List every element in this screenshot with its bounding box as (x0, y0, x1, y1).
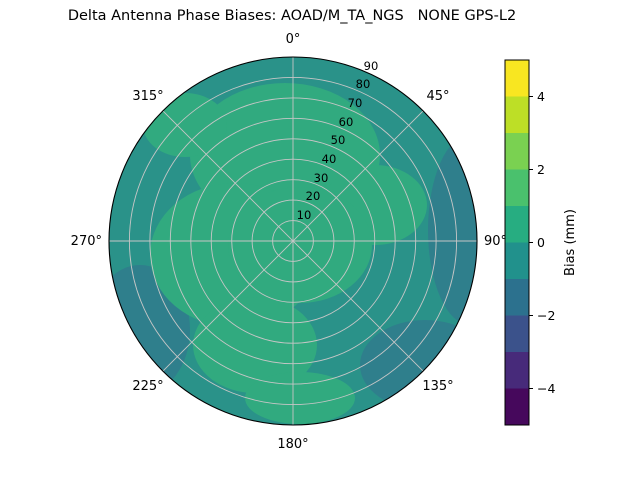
azimuth-label-180: 180° (277, 437, 308, 452)
colorbar-band (505, 60, 529, 97)
radial-tick-label-80: 80 (356, 77, 371, 91)
colorbar-tick-label-0: 0 (537, 235, 545, 250)
polar-grid (109, 57, 477, 425)
azimuth-label-225: 225° (132, 379, 163, 394)
colorbar-band (505, 169, 529, 206)
colorbar-band (505, 242, 529, 279)
radial-tick-label-40: 40 (322, 152, 337, 166)
radial-tick-label-20: 20 (306, 189, 321, 203)
radial-tick-label-70: 70 (348, 96, 363, 110)
radial-tick-label-60: 60 (339, 115, 354, 129)
field-green-lobe (193, 297, 317, 393)
colorbar-tick-label-4: 4 (537, 89, 545, 104)
azimuth-label-270: 270° (71, 234, 102, 249)
chart-title: Delta Antenna Phase Biases: AOAD/M_TA_NG… (67, 8, 517, 24)
colorbar-tick-label-neg2: −2 (537, 308, 555, 323)
colorbar-band (505, 206, 529, 243)
radial-tick-label-50: 50 (331, 133, 346, 147)
colorbar-band (505, 133, 529, 170)
azimuth-label-315: 315° (132, 89, 163, 104)
field-dark-patch (360, 320, 477, 410)
radial-labels: 10 20 30 40 50 60 70 80 90 (297, 59, 379, 222)
polar-spine (108, 56, 478, 426)
field-green-lobe (228, 187, 372, 303)
colorbar-band (505, 96, 529, 133)
colorbar-axis-label: Bias (mm) (563, 209, 578, 276)
field-green-lobe (245, 372, 355, 424)
colorbar: 4 2 0 −2 −4 Bias (mm) (504, 59, 578, 426)
azimuth-label-0: 0° (286, 32, 301, 47)
radial-tick-label-90: 90 (364, 59, 379, 73)
azimuth-label-90: 90° (484, 234, 507, 249)
radial-tick-label-10: 10 (297, 208, 312, 222)
radial-tick-label-30: 30 (314, 171, 329, 185)
azimuth-label-135: 135° (422, 379, 453, 394)
colorbar-band (505, 315, 529, 352)
colorbar-tick-label-2: 2 (537, 162, 545, 177)
colorbar-tick-labels: 4 2 0 −2 −4 (537, 89, 555, 396)
colorbar-band (505, 352, 529, 389)
azimuth-label-45: 45° (426, 89, 449, 104)
colorbar-ticks (529, 96, 533, 389)
colorbar-tick-label-neg4: −4 (537, 381, 555, 396)
field-dark-patch (428, 135, 477, 325)
colorbar-band (505, 388, 529, 425)
azimuth-labels: 0° 45° 90° 135° 180° 225° 270° 315° (71, 32, 507, 452)
colorbar-band (505, 279, 529, 316)
colorbar-bands (505, 60, 529, 425)
